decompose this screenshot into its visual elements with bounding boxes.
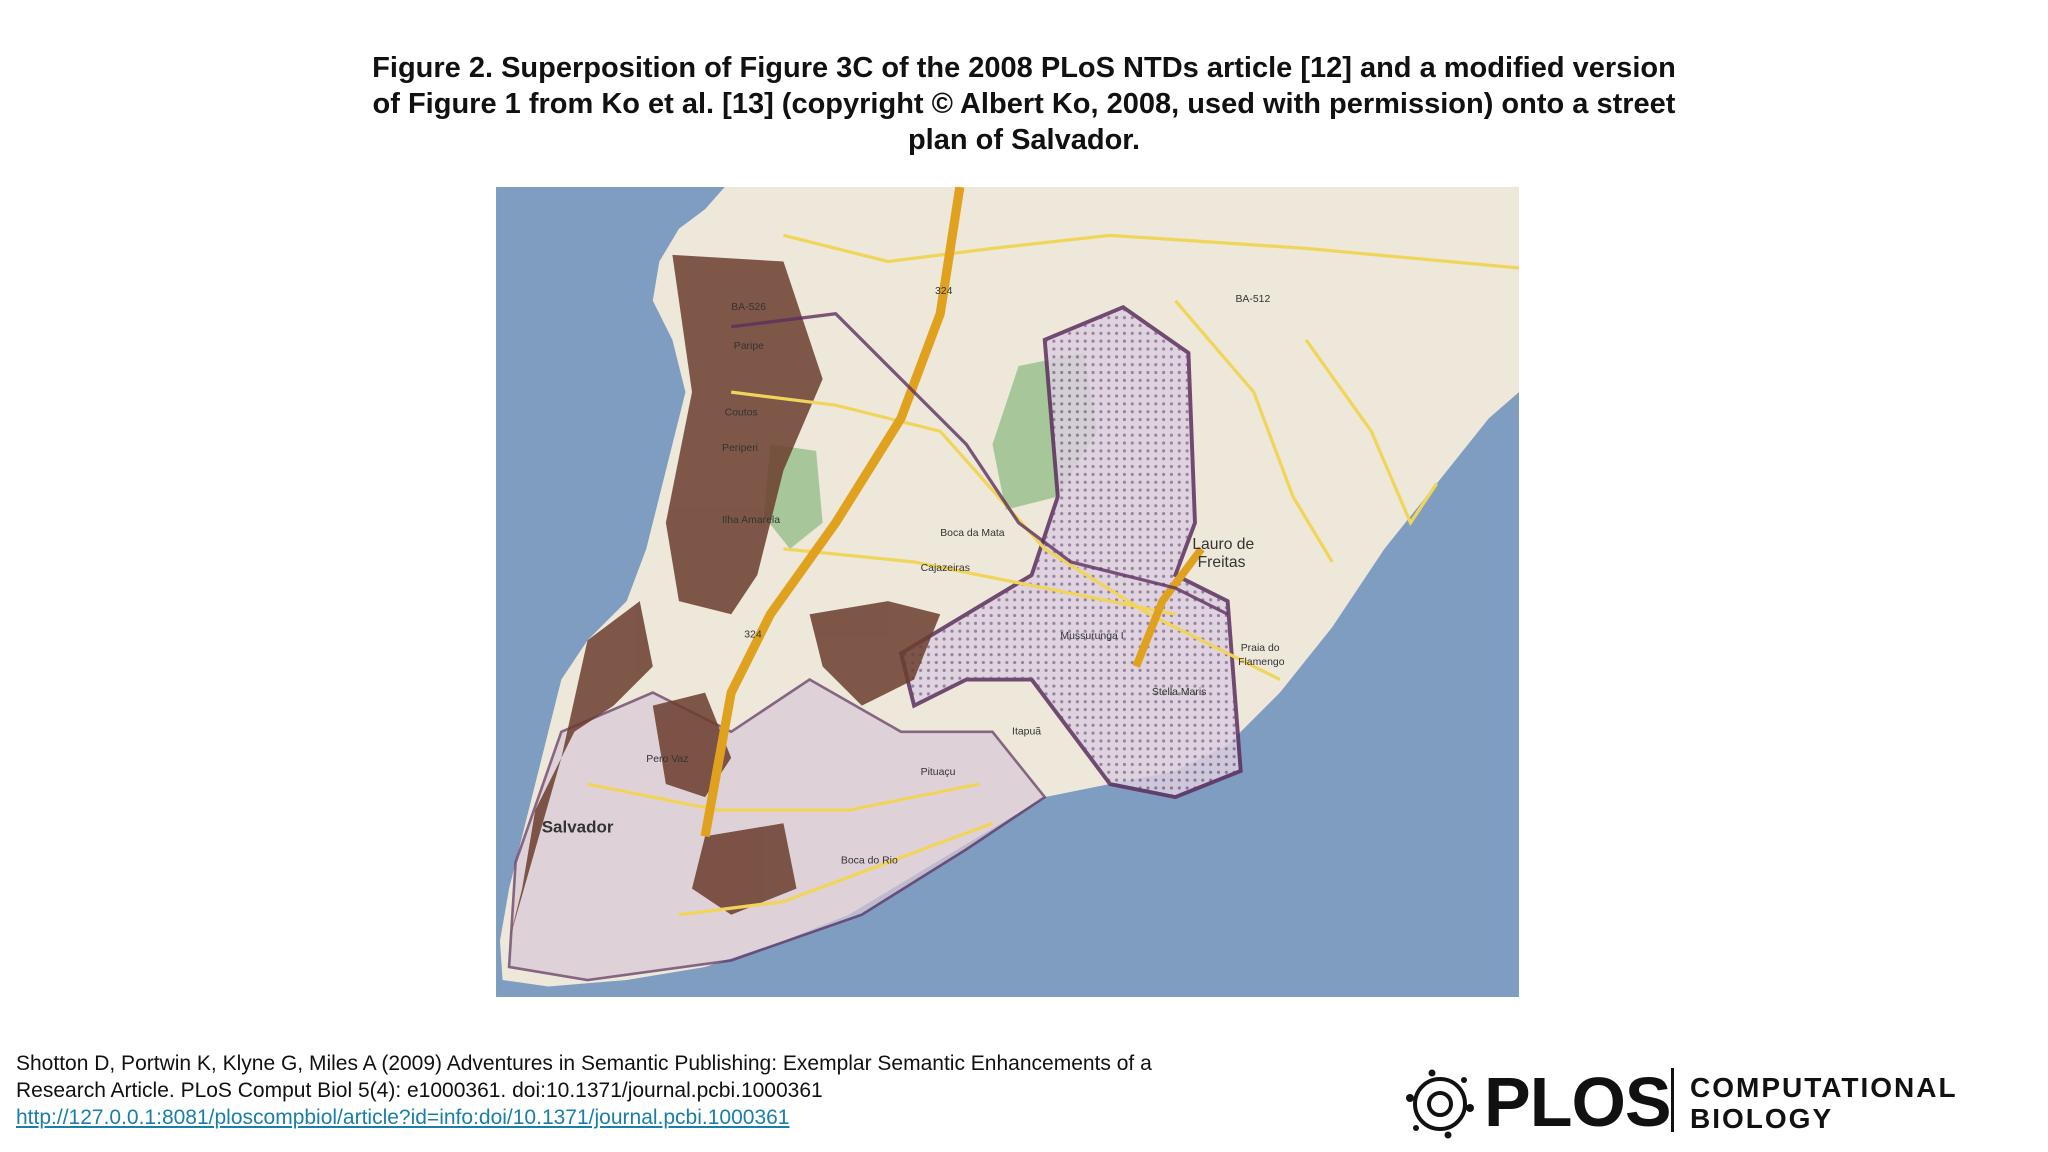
map-label: Boca da Mata — [940, 528, 1005, 539]
figure-title: Figure 2. Superposition of Figure 3C of … — [0, 50, 2048, 158]
logo-divider — [1671, 1068, 1674, 1132]
title-line: plan of Salvador. — [907, 124, 1141, 156]
roads — [587, 233, 1519, 917]
map: Salvador Lauro de Freitas BA-526 BA-512 … — [496, 187, 1519, 997]
map-label: Ilha Amarela — [722, 515, 780, 526]
map-label: Praia do — [1241, 643, 1280, 654]
map-label: Periperi — [722, 443, 758, 454]
map-label: Cajazeiras — [921, 563, 970, 574]
map-label: Mussurunga I — [1060, 631, 1123, 642]
map-label: Flamengo — [1238, 657, 1285, 668]
title-line: of Figure 1 from Ko et al. [13] (copyrig… — [372, 88, 1676, 120]
journal-line: BIOLOGY — [1690, 1103, 1834, 1134]
dotted-region — [898, 304, 1243, 800]
brown-regions — [509, 254, 941, 941]
map-label: Pero Vaz — [646, 754, 688, 765]
map-label: Freitas — [1198, 554, 1246, 571]
logo-name: PLOS — [1484, 1063, 1672, 1141]
map-label: Salvador — [542, 817, 614, 836]
map-label: Paripe — [734, 341, 764, 352]
citation-line: Shotton D, Portwin K, Klyne G, Miles A (… — [16, 1052, 1152, 1075]
title-line: Figure 2. Superposition of Figure 3C of … — [372, 52, 1676, 84]
map-label: Stella Maris — [1152, 687, 1207, 698]
highway — [1132, 546, 1205, 668]
citation-line: Research Article. PLoS Comput Biol 5(4):… — [16, 1079, 823, 1102]
map-label: BA-526 — [731, 302, 766, 313]
map-label: Itapuã — [1012, 726, 1041, 737]
map-label: 324 — [935, 286, 953, 297]
map-label: 324 — [744, 630, 762, 641]
logo-journal: COMPUTATIONAL BIOLOGY — [1690, 1072, 1958, 1134]
map-label: Boca do Rio — [841, 856, 898, 867]
journal-line: COMPUTATIONAL — [1690, 1072, 1958, 1103]
map-label: Lauro de — [1192, 536, 1254, 553]
map-label: Coutos — [725, 408, 758, 419]
plos-icon — [1406, 1069, 1474, 1139]
district-outlines — [730, 312, 1229, 616]
map-label: BA-512 — [1235, 294, 1270, 305]
article-link[interactable]: http://127.0.0.1:8081/ploscompbiol/artic… — [16, 1106, 790, 1129]
citation: Shotton D, Portwin K, Klyne G, Miles A (… — [16, 1050, 1152, 1131]
highway — [700, 187, 965, 838]
map-label: Pituaçu — [921, 767, 956, 778]
